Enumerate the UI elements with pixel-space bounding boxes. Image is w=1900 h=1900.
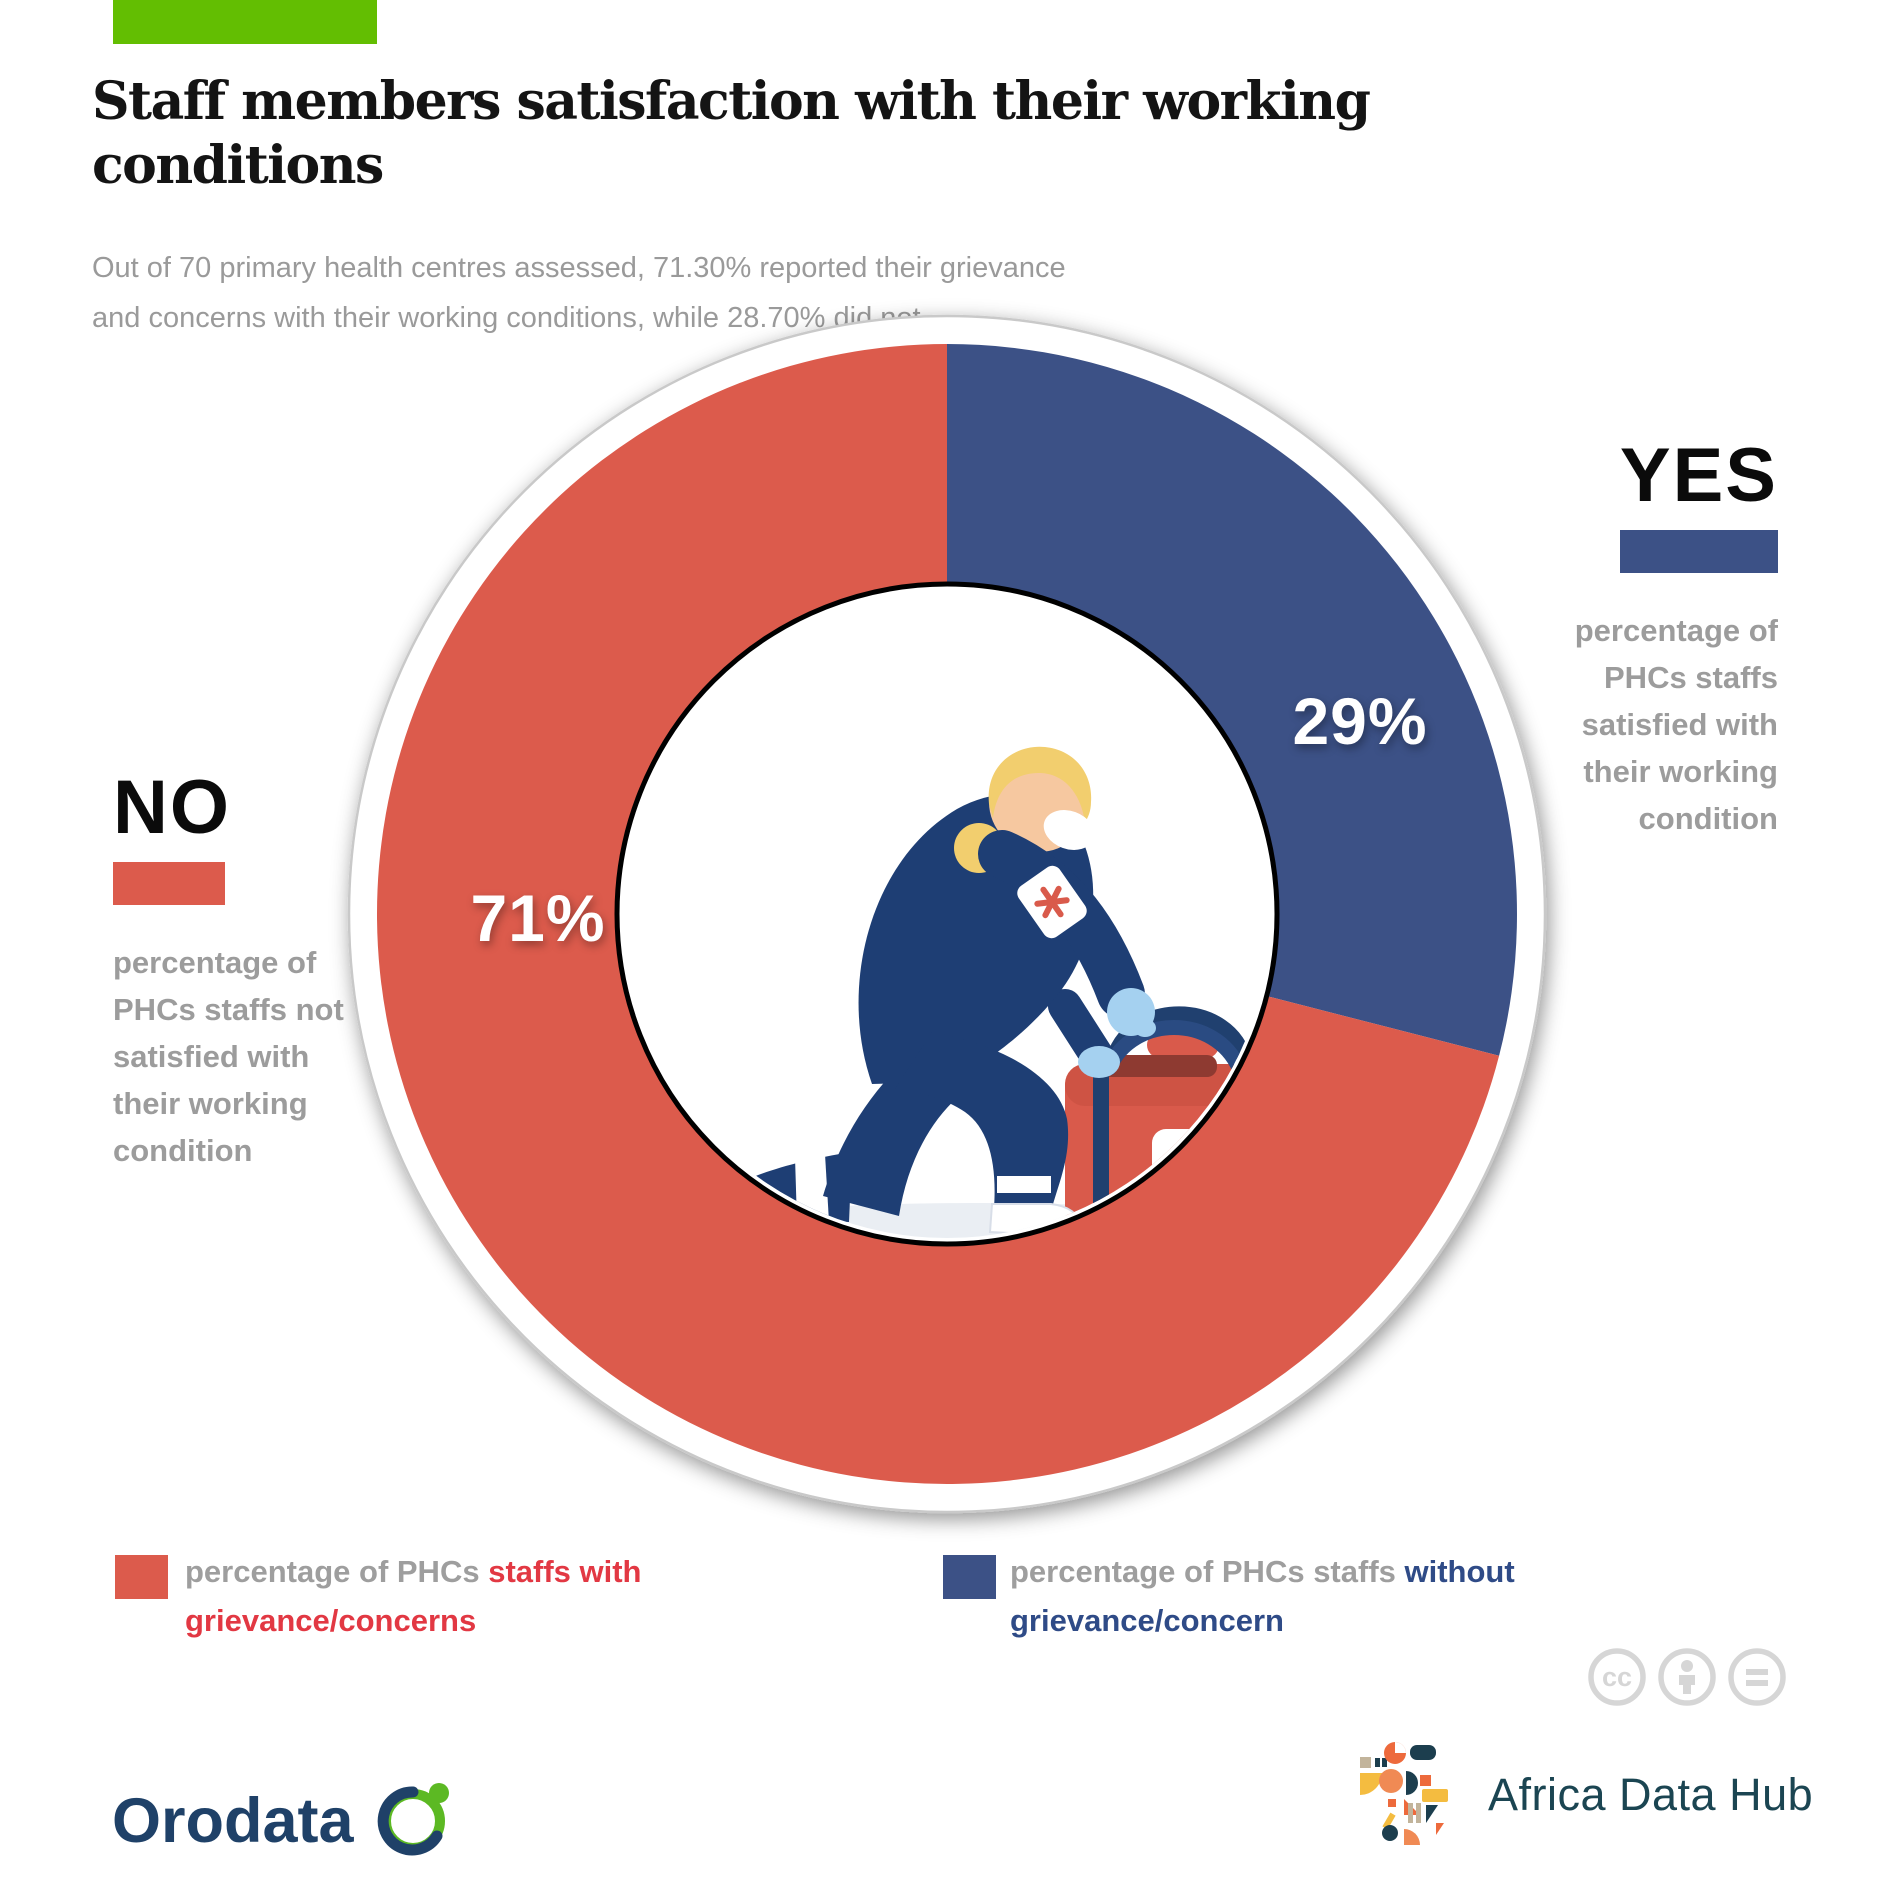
cc-no-derivatives-icon xyxy=(1728,1648,1786,1706)
africa-data-hub-logo: Africa Data Hub xyxy=(1358,1737,1813,1852)
orodata-logo-icon xyxy=(377,1783,449,1856)
accent-bar xyxy=(113,0,377,44)
donut-segment-yes xyxy=(947,344,1517,1056)
no-label: NO xyxy=(113,765,231,850)
donut-segment-no xyxy=(376,344,1500,1484)
title-line-2: conditions xyxy=(92,135,384,196)
orodata-logo: Orodata xyxy=(112,1782,461,1860)
donut-chart xyxy=(347,314,1547,1514)
armband-patch xyxy=(1017,865,1087,939)
face-mask xyxy=(1043,810,1095,850)
subtitle: Out of 70 primary health centres assesse… xyxy=(92,243,1066,343)
svg-text:cc: cc xyxy=(1602,1662,1632,1692)
subtitle-line-2: and concerns with their working conditio… xyxy=(92,302,921,334)
yes-label: YES xyxy=(1619,433,1778,518)
cc-icon: cc xyxy=(1588,1648,1646,1706)
legend-yes: percentage of PHCs staffs without grieva… xyxy=(1010,1554,1515,1638)
callout-yes: YES percentage of PHCs staffs satisfied … xyxy=(1348,438,1778,842)
legend-swatch-yes xyxy=(943,1555,996,1599)
no-swatch xyxy=(113,862,225,905)
title-line-1: Staff members satisfaction with their wo… xyxy=(92,71,1371,132)
subtitle-line-1: Out of 70 primary health centres assesse… xyxy=(92,252,1066,284)
donut-label-yes-pct: 29% xyxy=(1292,684,1428,758)
africa-data-hub-icon xyxy=(1360,1742,1448,1845)
legend-swatch-no xyxy=(115,1555,168,1599)
donut-label-no-pct: 71% xyxy=(470,881,606,955)
cc-license-badges: cc xyxy=(1586,1646,1788,1708)
callout-no: NO percentage of PHCs staffs not satisfi… xyxy=(113,770,443,1174)
page-title: Staff members satisfaction with their wo… xyxy=(92,70,1371,198)
cc-attribution-icon xyxy=(1658,1648,1716,1706)
africa-data-hub-wordmark: Africa Data Hub xyxy=(1488,1768,1814,1820)
yes-description: percentage of PHCs staffs satisfied with… xyxy=(1574,613,1778,836)
orodata-wordmark: Orodata xyxy=(112,1785,354,1856)
yes-swatch xyxy=(1620,530,1778,573)
no-description: percentage of PHCs staffs not satisfied … xyxy=(113,945,344,1168)
legend-no: percentage of PHCs staffs with grievance… xyxy=(185,1554,642,1638)
